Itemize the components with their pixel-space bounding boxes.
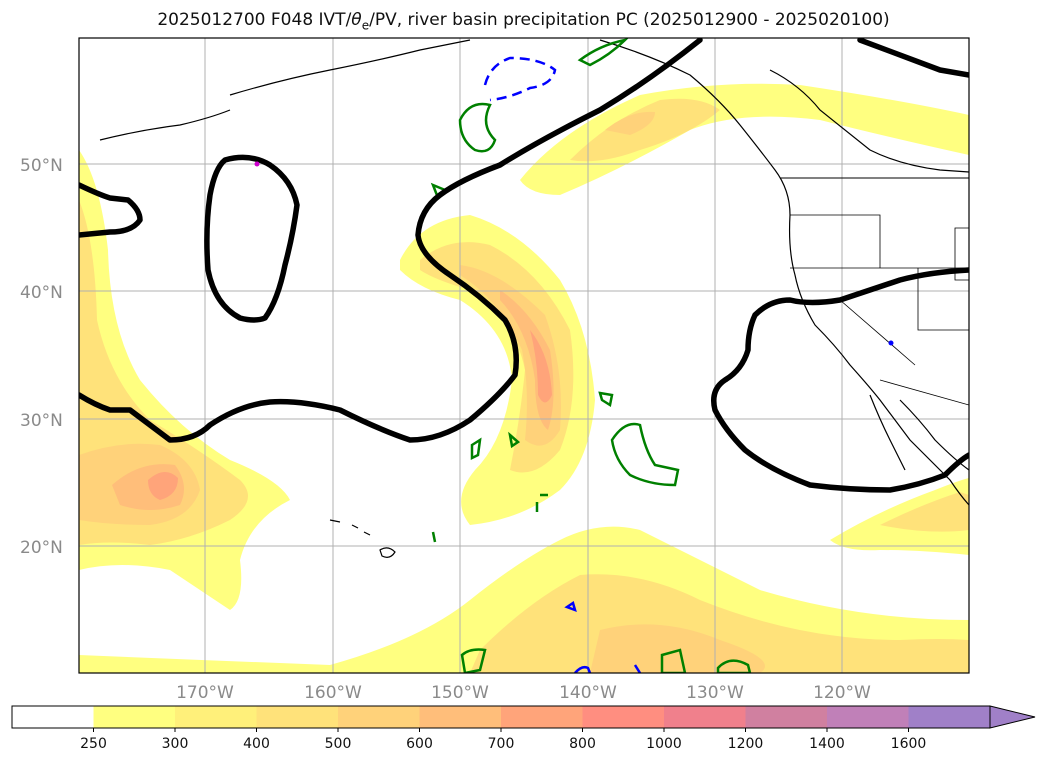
colorbar-segment <box>745 706 828 728</box>
ivt-region-south-core <box>590 624 765 673</box>
ivt-region-north-core <box>605 111 655 135</box>
hawaii-big-island <box>379 547 396 558</box>
lon-labels: 170°W 160°W 150°W 140°W 130°W 120°W <box>176 683 871 703</box>
alaska-peninsula-coast <box>229 39 471 96</box>
colorbar-tick-label: 400 <box>243 736 270 752</box>
hawaii-islands <box>329 519 371 536</box>
pv-contour-northeast <box>857 38 969 78</box>
blue-contour <box>633 664 642 673</box>
pv-contours <box>79 38 969 493</box>
border-idaho <box>954 227 969 281</box>
west-coast <box>599 39 969 506</box>
aleutian-coast <box>99 109 231 141</box>
blue-contour <box>574 665 592 673</box>
colorbar-segment <box>256 706 339 728</box>
pv-contour-closed <box>204 154 300 323</box>
colorbar-tick-label: 1200 <box>728 736 764 752</box>
lon-label-140w: 140°W <box>559 683 617 703</box>
green-contour <box>577 38 629 67</box>
colorbar-extend-arrow <box>989 705 1036 729</box>
lon-label-150w: 150°W <box>431 683 489 703</box>
map-overlays <box>79 38 969 673</box>
border-ca-nv <box>839 299 916 366</box>
coastlines <box>99 39 969 558</box>
ivt-region-southeast-mid <box>880 492 969 532</box>
green-contour <box>458 102 497 153</box>
lon-label-130w: 130°W <box>686 683 744 703</box>
lon-label-160w: 160°W <box>304 683 362 703</box>
colorbar-tick-label: 1000 <box>646 736 682 752</box>
lon-label-170w: 170°W <box>176 683 234 703</box>
lat-label-20n: 20°N <box>20 538 63 558</box>
lat-label-40n: 40°N <box>20 283 63 303</box>
colorbar-segment <box>827 706 909 728</box>
colorbar-tick-label: 250 <box>80 736 107 752</box>
colorbar-segment <box>582 706 665 728</box>
marker-dot <box>254 161 260 167</box>
ivt-region-south-mid <box>470 574 969 673</box>
pv-contour-main <box>79 38 703 443</box>
colorbar-tick-label: 500 <box>325 736 352 752</box>
map-grid <box>79 38 969 673</box>
bc-coast <box>769 69 969 173</box>
colorbar-tick-label: 300 <box>162 736 189 752</box>
green-contour <box>535 493 548 512</box>
colorbar-tick-label: 600 <box>406 736 433 752</box>
green-contour <box>610 422 680 487</box>
colorbar-segment <box>664 706 746 728</box>
ivt-region-central-max <box>530 330 552 403</box>
blue-dashed-contour <box>483 56 557 102</box>
map-title: 2025012700 F048 IVT/θe/PV, river basin p… <box>157 10 890 33</box>
green-contour <box>508 431 521 449</box>
colorbar-tick-label: 1600 <box>891 736 927 752</box>
border-or-wa <box>790 214 881 268</box>
green-contour <box>716 659 752 673</box>
blue-contour <box>564 601 577 613</box>
colorbar-segment <box>419 706 502 728</box>
ivt-region-north <box>520 83 969 195</box>
green-contour <box>598 391 614 408</box>
lat-label-30n: 30°N <box>20 411 63 431</box>
green-contours <box>430 38 752 673</box>
lat-label-50n: 50°N <box>20 156 63 176</box>
colorbar-segment <box>908 706 991 728</box>
colorbar-tick-label: 1400 <box>809 736 845 752</box>
colorbar-segment <box>12 706 94 728</box>
border-mexico <box>879 379 969 406</box>
green-contour <box>431 531 437 543</box>
lon-label-120w: 120°W <box>813 683 871 703</box>
blue-contours <box>483 56 642 673</box>
ivt-region-north-mid <box>570 98 720 162</box>
ivt-region-central-core <box>460 265 561 446</box>
colorbar: 250 300 400 500 600 700 800 1000 1200 1400 1600 <box>11 705 1036 752</box>
border-nv-ut <box>917 268 969 331</box>
baja-coast <box>869 394 906 471</box>
colorbar-segment <box>175 706 257 728</box>
green-contour <box>460 648 487 673</box>
marker-dot <box>888 340 894 346</box>
pv-contour-east <box>711 267 969 493</box>
green-contour <box>470 437 482 461</box>
pv-contour-west <box>79 182 143 238</box>
ivt-shading <box>79 83 969 673</box>
colorbar-tick-label: 700 <box>488 736 515 752</box>
colorbar-segment <box>338 706 420 728</box>
colorbar-segment <box>501 706 583 728</box>
lat-labels: 50°N 40°N 30°N 20°N <box>20 156 63 558</box>
colorbar-segment <box>93 706 176 728</box>
colorbar-tick-label: 800 <box>569 736 596 752</box>
green-contour <box>660 648 687 673</box>
map-frame <box>78 37 970 674</box>
ivt-region-west-max <box>148 471 178 500</box>
state-borders <box>790 214 969 406</box>
